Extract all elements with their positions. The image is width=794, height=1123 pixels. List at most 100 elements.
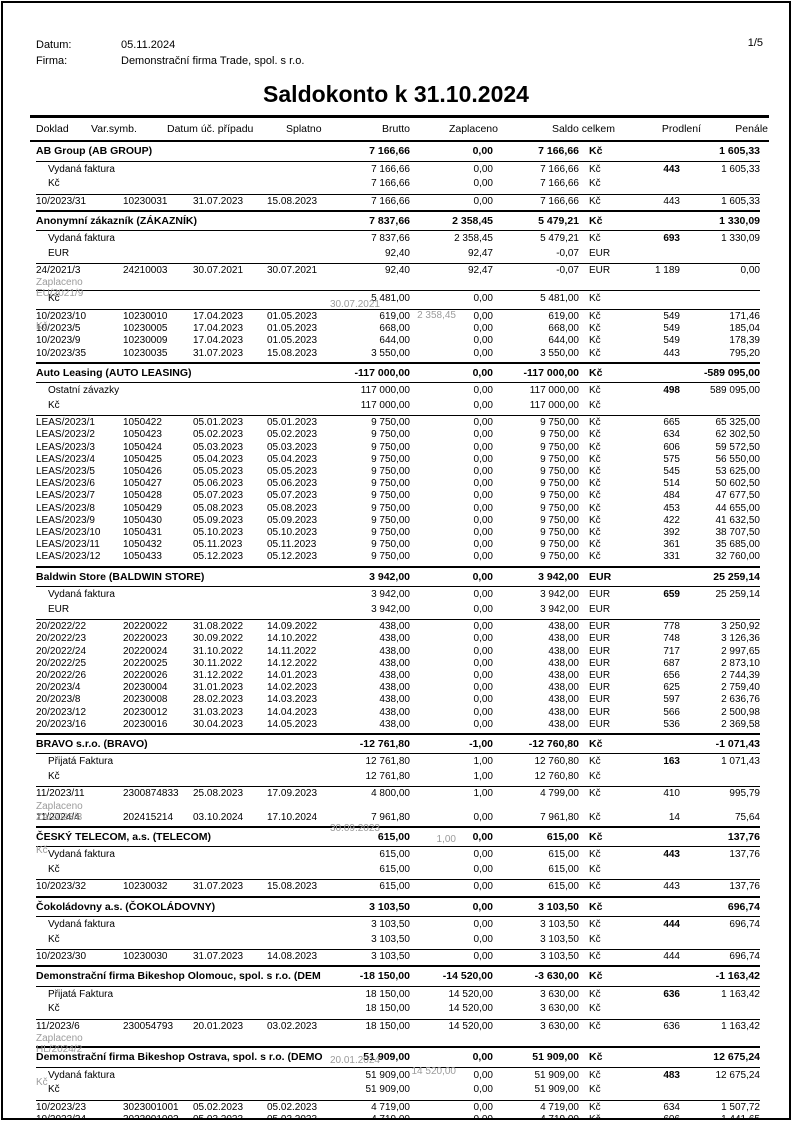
saldokonto-table: AB Group (AB GROUP) 7 166,66 0,00 7 166,66 K… [30, 142, 769, 1118]
cell-brutto: 438,00 [379, 633, 410, 645]
group-header-row: Demonstrační firma Bikeshop Ostrava, spo… [36, 1048, 760, 1065]
detail-row: 10/2023/23 3023001001 05.02.2023 05.02.2023… [36, 1102, 760, 1114]
cell-penale: 696,74 [729, 919, 760, 931]
cell-splatno: 05.03.2023 [267, 441, 318, 453]
cell-penale: 696,74 [729, 951, 760, 963]
payment-doc-ref: HL/2024/2 [36, 1044, 83, 1055]
cell-splatno: 14.12.2022 [267, 657, 318, 669]
group-name: Čokoládovny a.s. (ČOKOLÁDOVNY) [36, 900, 216, 913]
cell-penale: 2 759,40 [721, 682, 760, 694]
cell-mena: EUR [589, 645, 611, 657]
cell-mena: EUR [589, 633, 611, 645]
cell-doklad: 10/2023/10 [36, 310, 87, 322]
cell-saldo: 12 760,80 [534, 770, 580, 782]
group-name: Auto Leasing (AUTO LEASING) [36, 366, 192, 379]
payment-currency: Kč [36, 844, 48, 856]
customer-group: Auto Leasing (AUTO LEASING) -117 000,00 0,… [36, 361, 761, 566]
payment-row: Zaplaceno HL/2024/2 20.01.2024 14 520,00 Kč [36, 1033, 760, 1088]
summary-label: EUR [48, 603, 70, 615]
column-varsymb: Var.symb. [91, 123, 137, 135]
cell-penale: 995,79 [729, 788, 760, 800]
cell-saldo: 438,00 [548, 694, 579, 706]
cell-penale: 53 625,00 [715, 466, 761, 478]
cell-brutto: 615,00 [377, 830, 410, 843]
cell-saldo: 7 166,66 [540, 163, 579, 175]
cell-saldo: 3 630,00 [540, 988, 579, 1000]
cell-zaplaceno: 0,00 [473, 385, 493, 397]
cell-brutto: 615,00 [379, 881, 410, 893]
cell-varsymb: 1050431 [123, 527, 162, 539]
cell-penale: 795,20 [729, 347, 760, 359]
payment-date: 20.01.2024 [329, 1055, 380, 1066]
summary-section: Kč 5 481,00 0,00 5 481,00 Kč [36, 290, 760, 307]
summary-section: Přijatá Faktura 12 761,80 1,00 12 760,80 Kč 1… [36, 753, 760, 784]
page-number: 1/5 [747, 37, 763, 49]
payment-label: Zaplaceno [36, 800, 83, 812]
cell-mena: Kč [589, 756, 601, 768]
cell-brutto: 438,00 [379, 657, 410, 669]
cell-brutto: -18 150,00 [359, 970, 410, 983]
summary-label: Vydaná faktura [48, 849, 115, 861]
cell-splatno: 05.02.2023 [267, 429, 318, 441]
cell-saldo: 3 630,00 [540, 1020, 579, 1032]
cell-brutto: 9 750,00 [371, 478, 410, 490]
cell-saldo: 3 103,50 [540, 933, 579, 945]
cell-brutto: 12 761,80 [365, 756, 411, 768]
cell-prodleni: 597 [663, 694, 680, 706]
cell-saldo: 9 750,00 [540, 490, 579, 502]
cell-mena: Kč [589, 1069, 601, 1081]
cell-saldo: 51 909,00 [534, 1069, 580, 1081]
cell-mena: Kč [589, 310, 601, 322]
cell-penale: 2 636,76 [721, 694, 760, 706]
cell-saldo: 3 942,00 [540, 603, 579, 615]
cell-saldo: 619,00 [548, 310, 579, 322]
cell-penale: 62 302,50 [715, 429, 761, 441]
cell-datum: 17.04.2023 [193, 323, 244, 335]
detail-row: 20/2022/25 20220025 30.11.2022 14.12.2022 43… [36, 658, 760, 670]
summary-label: Přijatá Faktura [48, 988, 114, 1000]
title-rule [30, 115, 769, 118]
cell-splatno: 05.12.2023 [267, 551, 318, 563]
cell-mena: EUR [589, 589, 611, 601]
detail-row: 10/2023/10 10230010 17.04.2023 01.05.2023 61… [36, 311, 760, 323]
cell-penale: 1 605,33 [721, 163, 760, 175]
cell-datum: 05.03.2023 [193, 441, 244, 453]
summary-section: Vydaná faktura 615,00 0,00 615,00 Kč 443 137,7… [36, 846, 760, 877]
cell-datum: 05.12.2023 [193, 551, 244, 563]
cell-varsymb: 1050429 [123, 502, 162, 514]
cell-saldo: 615,00 [548, 881, 579, 893]
detail-row: LEAS/2023/2 1050423 05.02.2023 05.02.2023 9 … [36, 429, 760, 441]
detail-row: 11/2023/6 230054793 20.01.2023 03.02.2023 18… [36, 1021, 760, 1033]
cell-zaplaceno: 0,00 [472, 570, 493, 583]
cell-penale: 56 550,00 [715, 453, 761, 465]
group-name: BRAVO s.r.o. (BRAVO) [36, 737, 148, 750]
column-saldo: Saldo celkem [551, 123, 615, 135]
detail-row: LEAS/2023/12 1050433 05.12.2023 05.12.2023 9… [36, 551, 760, 563]
cell-varsymb: 20230008 [123, 694, 168, 706]
cell-prodleni [633, 737, 680, 752]
cell-saldo: 9 750,00 [540, 502, 579, 514]
cell-doklad: 10/2023/35 [36, 347, 87, 359]
cell-prodleni: 443 [663, 849, 680, 861]
cell-doklad: 24/2021/3 [36, 265, 81, 277]
cell-saldo: 9 750,00 [540, 527, 579, 539]
cell-penale [680, 399, 760, 414]
cell-penale: 137,76 [727, 830, 760, 843]
cell-varsymb: 1050433 [123, 551, 162, 563]
summary-label: Kč [48, 863, 60, 875]
cell-prodleni: 331 [663, 551, 680, 563]
cell-varsymb: 10230005 [123, 323, 168, 335]
cell-mena: Kč [589, 163, 601, 175]
cell-varsymb: 230054793 [123, 1020, 174, 1032]
cell-saldo: 5 479,21 [538, 214, 579, 227]
cell-prodleni [633, 366, 680, 381]
cell-saldo: 9 750,00 [540, 453, 579, 465]
cell-zaplaceno: 0,00 [472, 366, 493, 379]
cell-varsymb: 10230010 [123, 310, 168, 322]
cell-mena: Kč [589, 178, 601, 189]
detail-row: 20/2022/22 20220022 31.08.2022 14.09.2022 43… [36, 621, 760, 633]
cell-mena: Kč [589, 988, 601, 1000]
cell-mena: Kč [589, 502, 601, 514]
cell-zaplaceno: 0,00 [473, 645, 493, 657]
detail-row: LEAS/2023/6 1050427 05.06.2023 05.06.2023 9 … [36, 478, 760, 490]
